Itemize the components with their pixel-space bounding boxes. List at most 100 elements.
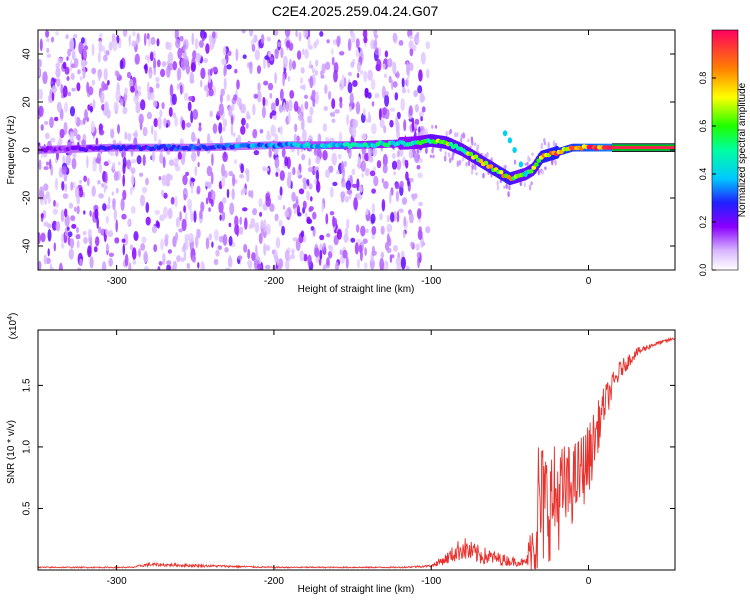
noise-blob bbox=[266, 36, 272, 42]
noise-blob bbox=[141, 236, 147, 244]
noise-blob bbox=[370, 78, 376, 90]
noise-blob bbox=[253, 34, 258, 43]
noise-blob bbox=[169, 84, 174, 97]
noise-blob bbox=[269, 56, 274, 62]
spectrogram-ridge bbox=[38, 130, 675, 186]
noise-blob bbox=[257, 82, 261, 91]
noise-blob bbox=[360, 225, 366, 237]
noise-blob bbox=[242, 207, 248, 212]
noise-blob bbox=[296, 135, 300, 142]
noise-blob bbox=[172, 260, 177, 270]
noise-blob bbox=[136, 85, 142, 91]
noise-blob bbox=[397, 150, 400, 158]
noise-blob bbox=[371, 101, 375, 107]
noise-blob bbox=[231, 188, 235, 200]
noise-blob bbox=[461, 156, 465, 162]
noise-blob bbox=[287, 75, 291, 82]
noise-blob bbox=[544, 166, 547, 170]
noise-blob bbox=[40, 124, 44, 131]
noise-blob bbox=[166, 264, 171, 270]
noise-blob bbox=[287, 171, 292, 178]
noise-blob bbox=[147, 37, 151, 47]
noise-blob bbox=[310, 196, 313, 202]
noise-blob bbox=[420, 51, 426, 65]
noise-blob bbox=[164, 233, 169, 241]
noise-blob bbox=[319, 249, 323, 260]
noise-blob bbox=[380, 225, 385, 235]
noise-blob bbox=[401, 87, 407, 94]
noise-blob bbox=[389, 119, 394, 128]
noise-blob bbox=[258, 232, 263, 245]
noise-blob bbox=[303, 253, 308, 262]
noise-blob bbox=[256, 90, 262, 103]
noise-blob bbox=[71, 87, 76, 92]
noise-blob bbox=[389, 191, 392, 204]
noise-blob bbox=[163, 192, 168, 199]
noise-blob bbox=[153, 67, 156, 76]
noise-blob bbox=[355, 224, 360, 233]
noise-blob bbox=[153, 100, 158, 108]
noise-blob bbox=[239, 216, 242, 225]
noise-blob bbox=[389, 254, 395, 259]
ridge-point bbox=[536, 158, 542, 163]
noise-blob bbox=[221, 211, 226, 221]
noise-blob bbox=[251, 44, 256, 52]
noise-blob bbox=[161, 102, 165, 110]
noise-blob bbox=[391, 79, 394, 91]
noise-blob bbox=[524, 162, 527, 166]
spectrogram-y-ticks: -40 -20 0 20 40 bbox=[22, 48, 675, 253]
noise-blob bbox=[414, 123, 418, 129]
noise-blob bbox=[172, 60, 178, 71]
noise-blob bbox=[99, 91, 105, 104]
noise-blob bbox=[400, 256, 406, 270]
noise-blob bbox=[282, 55, 288, 69]
noise-blob bbox=[247, 248, 251, 260]
noise-blob bbox=[311, 67, 315, 74]
noise-blob bbox=[83, 210, 86, 215]
spectrogram-x-ticks: -300 -200 -100 0 bbox=[107, 30, 592, 287]
noise-blob bbox=[252, 128, 258, 139]
noise-blob bbox=[373, 175, 379, 187]
noise-blob bbox=[289, 253, 296, 260]
noise-blob bbox=[407, 177, 410, 187]
noise-blob bbox=[179, 84, 183, 95]
noise-blob bbox=[149, 72, 152, 79]
noise-blob bbox=[185, 171, 190, 176]
noise-blob bbox=[447, 152, 451, 158]
noise-blob bbox=[177, 67, 182, 81]
noise-blob bbox=[46, 161, 50, 166]
noise-blob bbox=[126, 219, 131, 226]
noise-blob bbox=[386, 214, 390, 223]
ridge-point bbox=[498, 170, 504, 175]
noise-blob bbox=[340, 191, 346, 199]
noise-blob bbox=[417, 229, 423, 241]
noise-blob bbox=[122, 189, 127, 201]
noise-blob bbox=[443, 155, 447, 160]
noise-blob bbox=[474, 142, 477, 147]
noise-blob bbox=[332, 217, 338, 227]
noise-blob bbox=[342, 181, 347, 188]
noise-blob bbox=[265, 196, 272, 207]
noise-blob bbox=[384, 94, 390, 107]
noise-blob bbox=[404, 159, 407, 165]
noise-blob bbox=[52, 78, 57, 83]
noise-blob bbox=[206, 91, 209, 98]
noise-blob bbox=[418, 157, 423, 164]
noise-blob bbox=[336, 229, 342, 240]
colorbar-gradient bbox=[712, 30, 738, 270]
noise-blob bbox=[253, 150, 260, 156]
noise-blob bbox=[300, 67, 305, 74]
noise-blob bbox=[113, 101, 119, 112]
noise-blob bbox=[128, 78, 134, 89]
noise-blob bbox=[409, 212, 414, 224]
noise-blob bbox=[508, 185, 511, 191]
noise-blob bbox=[274, 72, 277, 84]
noise-blob bbox=[107, 230, 114, 238]
colorbar-frame bbox=[711, 29, 739, 271]
noise-blob bbox=[91, 67, 97, 75]
noise-blob bbox=[191, 131, 196, 143]
noise-blob bbox=[335, 261, 339, 270]
noise-blob bbox=[197, 262, 200, 269]
noise-blob bbox=[188, 232, 194, 244]
ridge-point bbox=[478, 158, 484, 164]
